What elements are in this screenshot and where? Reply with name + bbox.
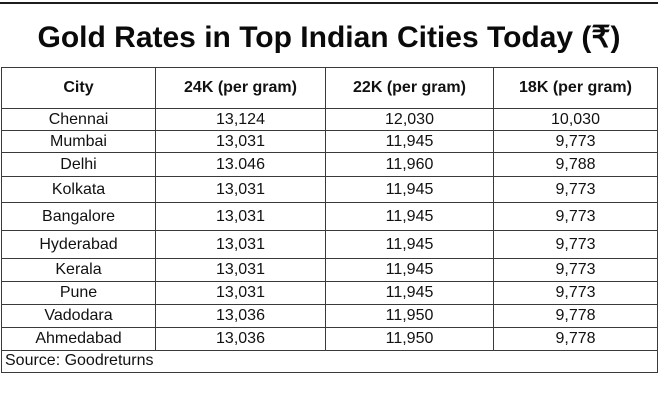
header-row: City 24K (per gram) 22K (per gram) 18K (… xyxy=(1,67,658,109)
table-body: Chennai 13,124 12,030 10,030 Mumbai 13,031 11,… xyxy=(1,108,658,351)
rate-18k-cell: 9,788 xyxy=(493,152,658,177)
rate-24k-cell: 13.046 xyxy=(155,152,326,177)
city-cell: Pune xyxy=(1,281,156,305)
rate-24k-cell: 13,031 xyxy=(155,281,326,305)
city-cell: Hyderabad xyxy=(1,230,156,259)
table-row: Delhi 13.046 11,960 9,788 xyxy=(1,152,658,177)
rate-22k-cell: 11,945 xyxy=(325,230,494,259)
table-row: Ahmedabad 13,036 11,950 9,778 xyxy=(1,327,658,351)
rate-22k-cell: 11,950 xyxy=(325,327,494,351)
table-row: Kolkata 13,031 11,945 9,773 xyxy=(1,176,658,203)
table-row: Vadodara 13,036 11,950 9,778 xyxy=(1,304,658,328)
rate-24k-cell: 13,031 xyxy=(155,230,326,259)
table-row: Hyderabad 13,031 11,945 9,773 xyxy=(1,230,658,259)
column-header-18k: 18K (per gram) xyxy=(493,67,658,109)
page-title: Gold Rates in Top Indian Cities Today (₹… xyxy=(37,21,621,54)
city-cell: Vadodara xyxy=(1,304,156,328)
table-row: Chennai 13,124 12,030 10,030 xyxy=(1,108,658,131)
rate-22k-cell: 11,945 xyxy=(325,258,494,282)
column-header-22k: 22K (per gram) xyxy=(325,67,494,109)
column-header-24k: 24K (per gram) xyxy=(155,67,326,109)
rate-24k-cell: 13,031 xyxy=(155,130,326,153)
rate-24k-cell: 13,036 xyxy=(155,327,326,351)
city-cell: Chennai xyxy=(1,108,156,131)
gold-rates-table: City 24K (per gram) 22K (per gram) 18K (… xyxy=(1,67,658,373)
table-row: Kerala 13,031 11,945 9,773 xyxy=(1,258,658,282)
top-divider xyxy=(0,2,658,4)
rate-18k-cell: 9,773 xyxy=(493,130,658,153)
city-cell: Bangalore xyxy=(1,202,156,231)
city-cell: Kolkata xyxy=(1,176,156,203)
rate-24k-cell: 13,031 xyxy=(155,202,326,231)
rate-22k-cell: 11,950 xyxy=(325,304,494,328)
rate-24k-cell: 13,036 xyxy=(155,304,326,328)
rate-22k-cell: 11,945 xyxy=(325,176,494,203)
table-row: Mumbai 13,031 11,945 9,773 xyxy=(1,130,658,153)
rate-18k-cell: 9,773 xyxy=(493,281,658,305)
rate-22k-cell: 11,945 xyxy=(325,281,494,305)
table-row: Bangalore 13,031 11,945 9,773 xyxy=(1,202,658,231)
city-cell: Mumbai xyxy=(1,130,156,153)
rate-22k-cell: 11,945 xyxy=(325,130,494,153)
rate-18k-cell: 9,773 xyxy=(493,230,658,259)
rate-22k-cell: 12,030 xyxy=(325,108,494,131)
rate-18k-cell: 9,773 xyxy=(493,202,658,231)
table-row: Pune 13,031 11,945 9,773 xyxy=(1,281,658,305)
rate-24k-cell: 13,031 xyxy=(155,176,326,203)
rate-22k-cell: 11,945 xyxy=(325,202,494,231)
city-cell: Ahmedabad xyxy=(1,327,156,351)
rate-22k-cell: 11,960 xyxy=(325,152,494,177)
rate-18k-cell: 9,773 xyxy=(493,258,658,282)
rate-18k-cell: 9,778 xyxy=(493,327,658,351)
rate-18k-cell: 9,773 xyxy=(493,176,658,203)
source-row: Source: Goodreturns xyxy=(1,350,658,373)
city-cell: Kerala xyxy=(1,258,156,282)
rate-18k-cell: 10,030 xyxy=(493,108,658,131)
rate-24k-cell: 13,124 xyxy=(155,108,326,131)
rate-24k-cell: 13,031 xyxy=(155,258,326,282)
rate-18k-cell: 9,778 xyxy=(493,304,658,328)
city-cell: Delhi xyxy=(1,152,156,177)
source-note: Source: Goodreturns xyxy=(1,350,658,373)
column-header-city: City xyxy=(1,67,156,109)
